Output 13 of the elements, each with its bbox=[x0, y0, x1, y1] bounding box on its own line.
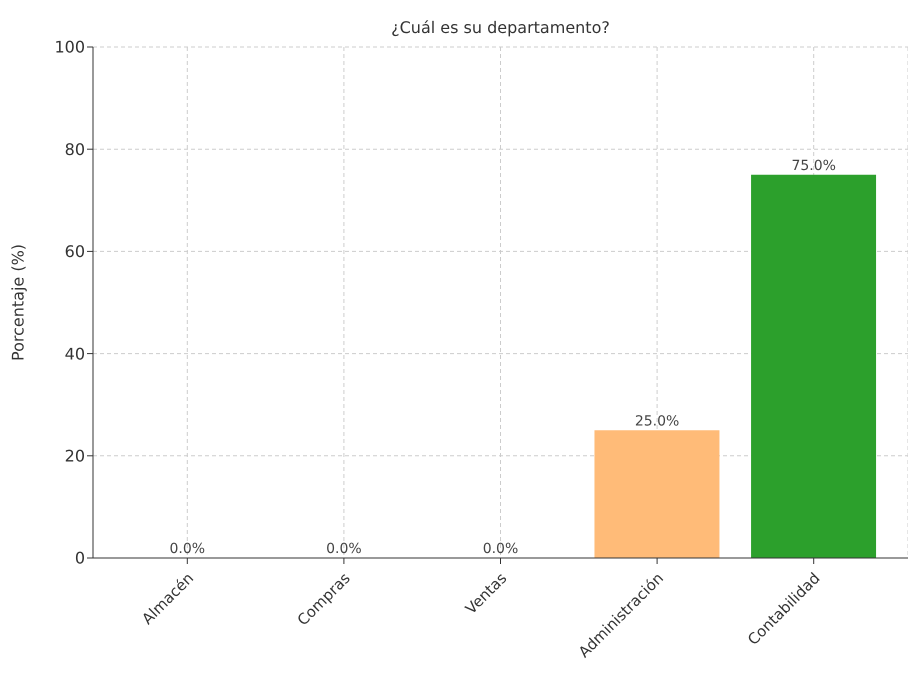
data-label: 25.0% bbox=[634, 413, 680, 430]
data-label: 75.0% bbox=[791, 158, 836, 174]
data-label: 0.0% bbox=[326, 541, 362, 557]
data-label: 0.0% bbox=[482, 541, 518, 557]
chart-title: ¿Cuál es su departamento? bbox=[390, 18, 611, 37]
y-axis-title: Porcentaje (%) bbox=[8, 244, 28, 362]
y-tick-label: 60 bbox=[64, 242, 85, 262]
y-tick-label: 40 bbox=[64, 344, 85, 364]
y-tick-label: 80 bbox=[64, 140, 85, 159]
y-tick-label: 100 bbox=[54, 38, 85, 57]
data-label: 0.0% bbox=[170, 541, 206, 557]
y-tick-label: 0 bbox=[74, 548, 85, 568]
y-tick-label: 20 bbox=[64, 446, 85, 466]
